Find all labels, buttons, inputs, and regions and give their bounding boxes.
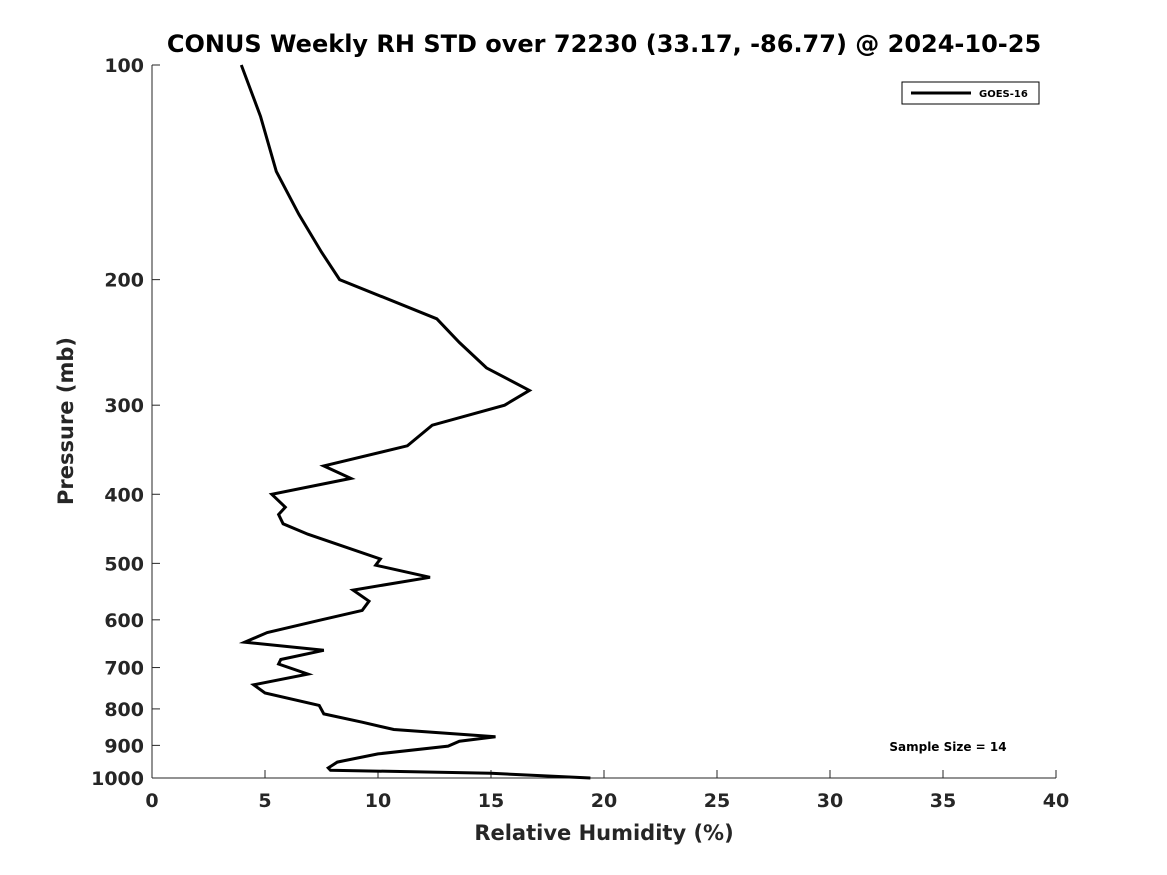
y-axis-label: Pressure (mb) bbox=[54, 337, 78, 505]
plot-area: 0 5 10 15 20 25 30 35 40 100 200 300 400 500 600 700 800… bbox=[91, 55, 1069, 812]
x-tick-label: 0 bbox=[145, 790, 158, 812]
y-tick-label: 900 bbox=[104, 735, 144, 757]
y-tick-label: 200 bbox=[104, 270, 144, 292]
y-tick-label: 500 bbox=[104, 553, 144, 575]
x-axis-label: Relative Humidity (%) bbox=[474, 821, 733, 845]
y-tick-label: 300 bbox=[104, 395, 144, 417]
x-tick-label: 10 bbox=[365, 790, 391, 812]
y-tick-label: 400 bbox=[104, 484, 144, 506]
x-tick-label: 25 bbox=[704, 790, 730, 812]
y-tick-label: 100 bbox=[104, 55, 144, 77]
y-tick-label: 600 bbox=[104, 610, 144, 632]
x-tick-label: 15 bbox=[478, 790, 504, 812]
chart-title: CONUS Weekly RH STD over 72230 (33.17, -… bbox=[167, 30, 1041, 58]
y-tick-label: 800 bbox=[104, 699, 144, 721]
y-tick-label: 700 bbox=[104, 658, 144, 680]
x-tick-label: 35 bbox=[930, 790, 956, 812]
legend: GOES-16 bbox=[901, 81, 1040, 105]
x-tick-label: 30 bbox=[817, 790, 843, 812]
x-tick-label: 40 bbox=[1043, 790, 1069, 812]
series-line-goes-16 bbox=[238, 64, 591, 780]
sample-size-annotation: Sample Size = 14 bbox=[889, 740, 1006, 754]
legend-entry: GOES-16 bbox=[979, 89, 1028, 100]
x-tick-label: 20 bbox=[591, 790, 617, 812]
y-tick-label: 1000 bbox=[91, 768, 144, 790]
x-tick-label: 5 bbox=[258, 790, 271, 812]
